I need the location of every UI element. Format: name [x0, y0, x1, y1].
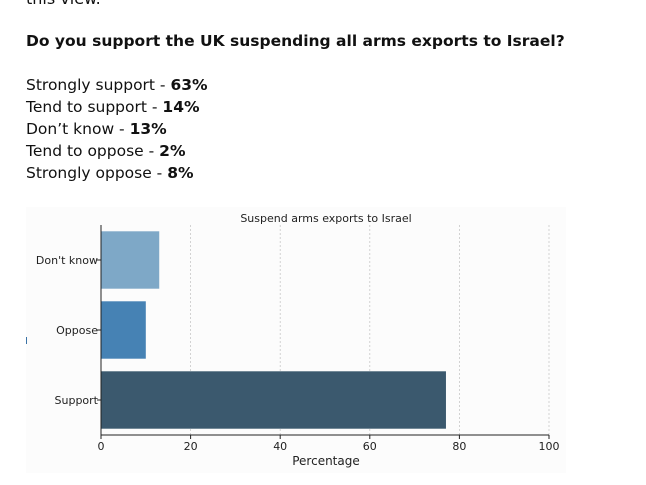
axes: 0 20 40 60 80 100 Don't know Oppose Support	[36, 225, 560, 453]
x-tick-label: 20	[184, 440, 198, 453]
result-label: Tend to support -	[26, 98, 163, 116]
result-strongly-support: Strongly support - 63%	[26, 74, 208, 96]
result-label: Tend to oppose -	[26, 142, 160, 160]
bar-oppose	[101, 301, 146, 359]
bars	[101, 231, 446, 429]
x-axis-label: Percentage	[292, 454, 360, 468]
result-tend-to-oppose: Tend to oppose - 2%	[26, 140, 208, 162]
poll-question: Do you support the UK suspending all arm…	[26, 32, 565, 50]
result-value: 2%	[159, 142, 186, 160]
result-dont-know: Don’t know - 13%	[26, 118, 208, 140]
result-value: 13%	[129, 120, 167, 138]
y-tick-label: Oppose	[56, 324, 98, 337]
x-tick-label: 60	[363, 440, 377, 453]
bar-don-t-know	[101, 231, 160, 289]
y-tick-label: Support	[55, 394, 99, 407]
previous-paragraph-fragment: this view.	[26, 0, 101, 8]
chart-canvas: 0 20 40 60 80 100 Don't know Oppose Support Susp…	[36, 212, 560, 468]
result-strongly-oppose: Strongly oppose - 8%	[26, 162, 208, 184]
poll-results-list: Strongly support - 63% Tend to support -…	[26, 74, 208, 184]
x-tick-label: 80	[452, 440, 466, 453]
x-tick-label: 0	[98, 440, 105, 453]
bar-support	[101, 371, 446, 429]
y-tick-label: Don't know	[36, 254, 98, 267]
gridlines	[190, 225, 550, 435]
x-tick-label: 40	[273, 440, 287, 453]
result-label: Don’t know -	[26, 120, 130, 138]
result-label: Strongly oppose -	[26, 164, 168, 182]
x-tick-label: 100	[539, 440, 560, 453]
chart-title: Suspend arms exports to Israel	[240, 212, 411, 225]
result-value: 14%	[162, 98, 200, 116]
result-value: 63%	[170, 76, 208, 94]
margin-marker	[26, 337, 27, 344]
result-value: 8%	[167, 164, 194, 182]
result-label: Strongly support -	[26, 76, 171, 94]
bar-chart: 0 20 40 60 80 100 Don't know Oppose Support Susp…	[26, 207, 566, 473]
result-tend-to-support: Tend to support - 14%	[26, 96, 208, 118]
